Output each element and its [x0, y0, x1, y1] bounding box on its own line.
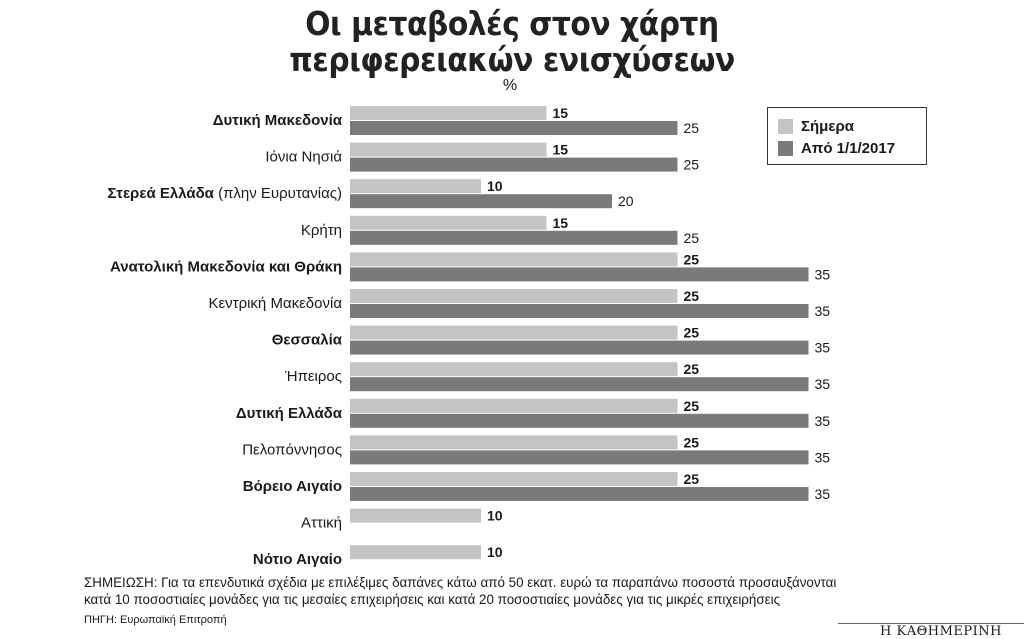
legend: Σήμερα Από 1/1/2017 [767, 107, 927, 165]
value-label-today: 25 [684, 361, 700, 377]
bar-today [350, 472, 678, 486]
bar-today [350, 398, 678, 413]
value-label-today: 25 [684, 471, 700, 487]
bar-today [350, 142, 547, 157]
value-label-from2017: 35 [815, 303, 831, 319]
bar-today [350, 252, 678, 267]
bar-from2017 [350, 194, 612, 209]
value-label-today: 25 [684, 434, 700, 450]
bar-from2017 [350, 487, 809, 501]
value-label-from2017: 35 [815, 266, 831, 282]
bar-today [350, 508, 481, 523]
legend-label-today: Σήμερα [801, 117, 854, 135]
value-label-from2017: 35 [815, 449, 831, 465]
bar-today [350, 106, 547, 120]
footnote: ΣΗΜΕΙΩΣΗ: Για τα επενδυτικά σχέδια με επ… [84, 574, 984, 608]
category-label: Ήπειρος [284, 368, 342, 385]
value-label-today: 10 [487, 178, 503, 194]
value-label-from2017: 25 [684, 230, 700, 246]
bar-from2017 [350, 413, 809, 428]
value-label-from2017: 35 [815, 376, 831, 392]
category-label: Ανατολική Μακεδονία και Θράκη [110, 258, 342, 275]
bar-from2017 [350, 267, 809, 282]
value-label-from2017: 25 [684, 157, 700, 173]
chart-title-line-1: Οι μεταβολές στον χάρτη [305, 4, 719, 43]
legend-swatch-from2017 [778, 140, 793, 156]
category-label: Κεντρική Μακεδονία [208, 295, 342, 312]
value-label-today: 15 [553, 142, 569, 158]
value-label-today: 10 [487, 508, 503, 524]
unit-label: % [502, 77, 518, 94]
category-label: Βόρειο Αιγαίο [243, 478, 342, 495]
category-label: Κρήτη [301, 222, 342, 239]
legend-label-from2017: Από 1/1/2017 [801, 139, 896, 157]
category-label: Θεσσαλία [272, 332, 343, 349]
category-label: Ιόνια Νησιά [265, 149, 342, 166]
legend-swatch-today [778, 118, 793, 134]
value-label-from2017: 20 [618, 193, 634, 209]
value-label-today: 25 [684, 398, 700, 414]
source-label: ΠΗΓΗ: Ευρωπαϊκή Επιτροπή [84, 614, 227, 626]
bar-from2017 [350, 450, 809, 465]
value-label-today: 25 [684, 251, 700, 267]
value-label-from2017: 25 [684, 120, 700, 136]
footnote-line-2: κατά 10 ποσοστιαίες μονάδες για τις μεσα… [84, 592, 781, 607]
legend-item-from2017: Από 1/1/2017 [778, 137, 926, 159]
bar-from2017 [350, 230, 678, 245]
value-label-today: 25 [684, 325, 700, 341]
legend-item-today: Σήμερα [778, 115, 926, 137]
bar-from2017 [350, 121, 678, 135]
value-label-today: 25 [684, 288, 700, 304]
publisher-brand: Η ΚΑΘΗΜΕΡΙΝΗ [880, 624, 1002, 639]
chart-title-line-2: περιφερειακών ενισχύσεων [289, 40, 735, 79]
value-label-from2017: 35 [815, 413, 831, 429]
value-label-today: 15 [553, 215, 569, 231]
footnote-line-1: ΣΗΜΕΙΩΣΗ: Για τα επενδυτικά σχέδια με επ… [84, 575, 837, 590]
bar-today [350, 215, 547, 230]
value-label-today: 15 [553, 105, 569, 121]
value-label-from2017: 35 [815, 486, 831, 502]
bar-today [350, 179, 481, 194]
category-label: Δυτική Ελλάδα [236, 405, 343, 422]
value-label-from2017: 35 [815, 340, 831, 356]
category-label: Αττική [301, 515, 342, 532]
bar-from2017 [350, 157, 678, 172]
bar-from2017 [350, 340, 809, 355]
category-label: Δυτική Μακεδονία [213, 112, 343, 129]
brand-divider [838, 623, 1024, 624]
bar-today [350, 435, 678, 450]
bar-today [350, 545, 481, 560]
bar-today [350, 289, 678, 303]
bar-today [350, 362, 678, 377]
bar-from2017 [350, 304, 809, 318]
category-label: Νότιο Αιγαίο [253, 551, 342, 568]
value-label-today: 10 [487, 544, 503, 560]
bar-today [350, 325, 678, 340]
category-label: Στερεά Ελλάδα (πλην Ευρυτανίας) [108, 185, 343, 202]
category-label: Πελοπόννησος [242, 441, 342, 458]
bar-from2017 [350, 377, 809, 392]
